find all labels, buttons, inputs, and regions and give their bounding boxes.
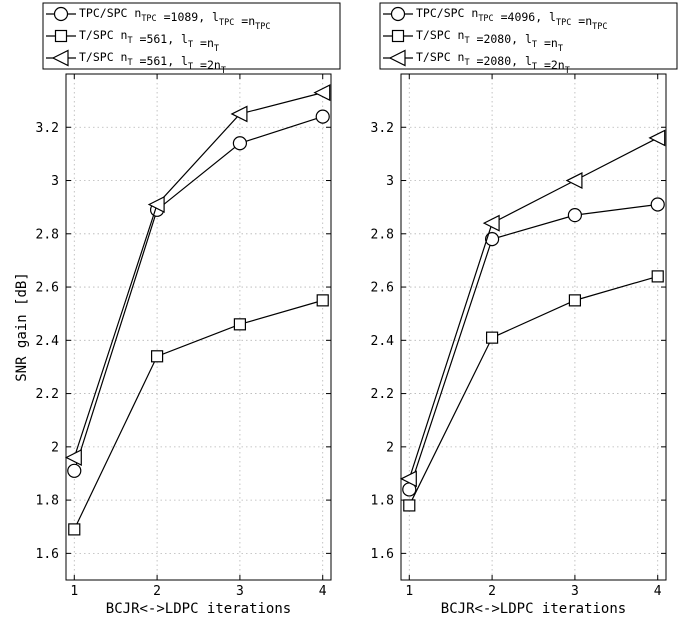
data-point-circle: [232, 136, 248, 151]
data-point-circle: [315, 109, 330, 124]
data-point-square: [568, 294, 582, 307]
data-point-square: [403, 499, 416, 512]
series-line: [408, 275, 658, 506]
legend-marker-circle: [390, 6, 406, 22]
x-tick-label: 3: [571, 584, 579, 599]
series-line: [73, 299, 323, 530]
legend-label: T/SPC nT =2080, lT =2nT: [416, 50, 570, 76]
data-point-triangle-left: [648, 129, 666, 147]
data-point-circle: [567, 208, 583, 223]
data-point-square: [651, 270, 664, 283]
y-tick-label: 2.2: [36, 387, 59, 402]
x-tick-label: 4: [654, 584, 662, 599]
x-axis-label: BCJR<->LDPC iterations: [106, 601, 291, 617]
data-point-square: [68, 523, 81, 536]
y-tick-label: 1.8: [36, 494, 59, 509]
series-triangle-left: [64, 84, 331, 466]
legend-box: [42, 2, 341, 70]
plot-frame: [65, 73, 332, 581]
series-circle: [67, 109, 330, 478]
data-point-triangle-left: [313, 84, 331, 102]
data-point-square: [150, 350, 164, 363]
legend-marker-square: [391, 29, 405, 43]
y-axis-label: SNR gain [dB]: [14, 272, 30, 382]
data-point-triangle-left: [147, 196, 165, 213]
y-tick-label: 2: [386, 440, 394, 455]
y-tick-label: 2.4: [36, 334, 60, 349]
y-tick-label: 2.6: [36, 281, 59, 296]
series-line: [73, 116, 323, 471]
legend-label: T/SPC nT =561, lT =2nT: [79, 50, 226, 76]
y-tick-label: 2.4: [371, 334, 395, 349]
y-tick-label: 1.8: [371, 494, 394, 509]
series-square: [68, 294, 329, 536]
legend-marker-triangle-left: [51, 49, 69, 67]
y-tick-label: 2.2: [371, 387, 394, 402]
y-tick-label: 2.6: [371, 281, 394, 296]
x-tick-label: 2: [488, 584, 496, 599]
y-tick-label: 3.2: [371, 121, 394, 136]
x-tick-label: 3: [236, 584, 244, 599]
legend-label: TPC/SPC nTPC =1089, lTPC =nTPC: [79, 6, 270, 32]
series-line: [73, 92, 323, 458]
data-point-square: [316, 294, 329, 307]
data-point-square: [233, 318, 247, 331]
data-point-circle: [67, 463, 82, 478]
chart-panel-2: 1 2 3 4 1.6 1.8 2 2.2 2.4 2.6 2.8 3 3.2 BCJR<->LDPC i…: [371, 2, 678, 617]
y-tick-label: 2: [51, 440, 59, 455]
chart-panel-1: 1 2 3 4 1.6 1.8 2 2.2 2.4 2.6 2.8 3 3.2 BCJR<->LDPC i…: [14, 2, 341, 617]
data-point-triangle-left: [399, 470, 417, 488]
y-tick-label: 3: [51, 174, 59, 189]
x-tick-label: 1: [405, 584, 413, 599]
x-tick-label: 2: [153, 584, 161, 599]
series-line: [408, 137, 658, 479]
legend-marker-triangle-left: [388, 49, 406, 67]
plot-frame: [400, 73, 667, 581]
data-point-triangle-left: [230, 105, 248, 123]
series-square: [403, 270, 664, 512]
legend-label: TPC/SPC nTPC =4096, lTPC =nTPC: [416, 6, 607, 32]
series-line: [408, 203, 658, 490]
series-circle: [402, 197, 665, 497]
data-point-circle: [484, 232, 500, 247]
y-tick-label: 3: [386, 174, 394, 189]
data-point-triangle-left: [565, 172, 583, 189]
y-tick-label: 1.6: [36, 547, 59, 562]
legend-label: T/SPC nT =561, lT =nT: [79, 28, 219, 54]
data-point-triangle-left: [482, 214, 500, 232]
data-point-circle: [650, 197, 665, 212]
data-point-square: [485, 331, 499, 344]
x-tick-label: 4: [319, 584, 327, 599]
data-point-triangle-left: [64, 449, 82, 466]
x-axis-label: BCJR<->LDPC iterations: [441, 601, 626, 617]
legend-label: T/SPC nT =2080, lT =nT: [416, 28, 563, 54]
legend-box: [379, 2, 678, 70]
series-triangle-left: [399, 129, 666, 488]
y-tick-label: 2.8: [36, 227, 59, 242]
x-tick-label: 1: [70, 584, 78, 599]
y-tick-label: 2.8: [371, 227, 394, 242]
legend-marker-square: [54, 29, 68, 43]
legend-marker-circle: [53, 6, 69, 22]
y-tick-label: 1.6: [371, 547, 394, 562]
y-tick-label: 3.2: [36, 121, 59, 136]
